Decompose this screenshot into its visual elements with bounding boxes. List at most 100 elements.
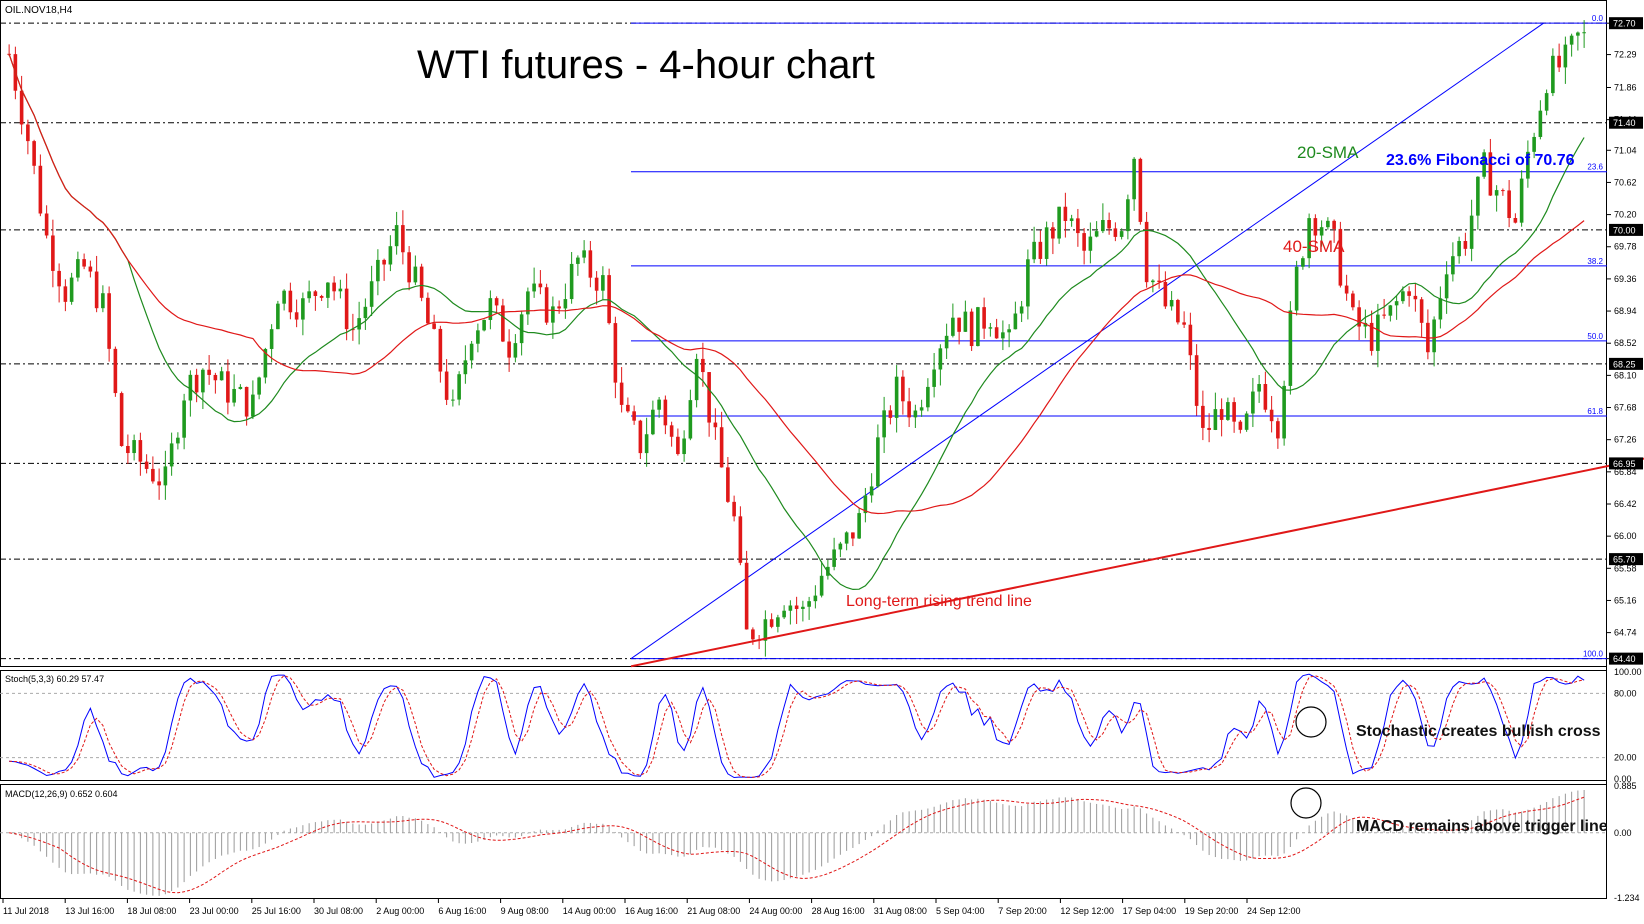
candle-body-136: [857, 513, 861, 539]
candle-body-230: [1444, 274, 1449, 299]
price-tick-label-6: 70.20: [1614, 210, 1637, 220]
level-price-label-0: 72.70: [1613, 19, 1636, 29]
time-tick-label-0: 11 Jul 2018: [3, 906, 49, 916]
candle-body-91: [576, 257, 580, 264]
candle-body-25: [163, 466, 168, 486]
candle-body-133: [838, 543, 843, 550]
time-tick-label-12: 24 Aug 00:00: [749, 906, 802, 916]
stoch-tick-label-2: 20.00: [1614, 753, 1637, 763]
candle-body-200: [1257, 384, 1261, 392]
candle-body-93: [588, 250, 593, 278]
candle-body-111: [701, 358, 705, 373]
candle-body-163: [1026, 259, 1030, 307]
time-tick-label-7: 6 Aug 16:00: [438, 906, 486, 916]
candle-body-98: [619, 382, 624, 405]
candle-body-143: [901, 376, 905, 402]
candle-body-109: [688, 400, 693, 439]
time-axis: 11 Jul 2018 13 Jul 16:00 18 Jul 08:00 23 Ju…: [2, 899, 1301, 916]
candle-body-64: [407, 252, 411, 283]
candle-body-226: [1419, 299, 1424, 323]
candle-body-113: [713, 422, 718, 428]
candle-body-250: [1569, 35, 1574, 45]
candle-body-198: [1244, 413, 1249, 430]
candle-body-81: [513, 343, 518, 358]
candle-body-182: [1144, 221, 1149, 283]
candle-body-236: [1482, 152, 1486, 177]
candle-body-115: [726, 467, 730, 502]
candle-body-88: [557, 306, 561, 309]
candle-body-148: [932, 369, 936, 387]
candle-body-127: [801, 606, 805, 609]
candle-body-161: [1013, 313, 1018, 330]
candle-body-68: [432, 323, 436, 329]
moving-averages: [8, 53, 1585, 591]
fib-level-label-4: 61.8: [1587, 407, 1603, 416]
candle-body-205: [1288, 310, 1293, 386]
time-tick-label-6: 2 Aug 00:00: [376, 906, 424, 916]
candle-body-9: [63, 286, 68, 302]
chart-title: WTI futures - 4-hour chart: [417, 43, 875, 87]
sma20-label: 20-SMA: [1297, 143, 1359, 162]
candle-body-65: [413, 266, 418, 283]
candle-body-191: [1201, 405, 1205, 428]
candle-body-52: [332, 282, 336, 292]
candle-body-46: [294, 312, 299, 320]
candle-body-27: [176, 437, 180, 444]
candle-body-188: [1182, 322, 1186, 325]
candle-body-116: [732, 501, 736, 517]
sma40-label: 40-SMA: [1283, 237, 1345, 256]
candle-body-243: [1526, 151, 1530, 179]
candle-body-95: [601, 275, 605, 291]
fib-annotation: 23.6% Fibonacci of 70.76: [1386, 152, 1575, 169]
stoch-tick-label-0: 100.00: [1614, 667, 1642, 677]
time-tick-label-5: 30 Jul 08:00: [314, 906, 363, 916]
candle-body-217: [1363, 322, 1368, 327]
candle-body-229: [1438, 298, 1443, 320]
candle-body-160: [1007, 329, 1011, 333]
candle-body-203: [1276, 421, 1280, 439]
candle-body-157: [988, 327, 993, 329]
candle-body-89: [563, 299, 568, 309]
fib-level-label-3: 50.0: [1587, 332, 1603, 341]
candle-body-74: [469, 343, 474, 361]
candle-body-72: [457, 374, 461, 400]
candle-body-201: [1263, 384, 1268, 410]
candle-body-66: [419, 266, 424, 298]
candle-body-231: [1451, 256, 1455, 275]
candle-body-218: [1369, 322, 1374, 351]
candle-body-181: [1138, 158, 1143, 222]
candle-body-49: [313, 291, 318, 296]
long-term-trend-line: [630, 457, 1644, 668]
time-tick-label-20: 24 Sep 12:00: [1247, 906, 1301, 916]
time-tick-label-13: 28 Aug 16:00: [812, 906, 865, 916]
macd-tick-label-2: -1.234: [1614, 893, 1640, 903]
candle-body-4: [32, 141, 36, 166]
candle-body-50: [319, 295, 324, 298]
candle-body-240: [1507, 190, 1511, 219]
candle-body-178: [1119, 231, 1124, 237]
price-tick-label-18: 65.16: [1614, 595, 1637, 605]
candle-body-108: [682, 438, 686, 455]
time-tick-label-16: 7 Sep 20:00: [998, 906, 1047, 916]
candle-body-153: [963, 311, 968, 332]
time-tick-label-18: 17 Sep 04:00: [1123, 906, 1177, 916]
candle-body-194: [1219, 409, 1224, 420]
candle-body-30: [194, 374, 199, 393]
candle-body-208: [1307, 218, 1311, 259]
candle-body-90: [569, 263, 574, 300]
candle-body-212: [1332, 220, 1336, 229]
candle-body-223: [1401, 291, 1405, 302]
candle-body-146: [919, 407, 924, 411]
candle-body-58: [369, 281, 374, 307]
candle-body-238: [1494, 190, 1499, 196]
price-tick-label-4: 71.04: [1614, 145, 1637, 155]
candle-body-80: [507, 341, 511, 358]
candle-body-26: [169, 443, 174, 467]
candle-body-63: [401, 225, 405, 253]
candle-body-78: [494, 298, 499, 306]
candle-body-183: [1151, 280, 1155, 283]
candle-body-59: [376, 259, 380, 282]
candle-body-186: [1169, 299, 1174, 307]
